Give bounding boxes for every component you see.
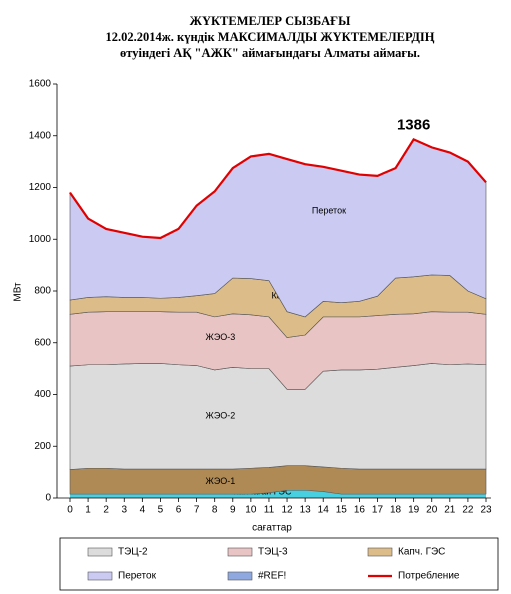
- area: [69, 465, 487, 495]
- y-tick-label: 1000: [29, 234, 52, 245]
- x-tick-label: 19: [408, 505, 420, 516]
- x-tick-label: 5: [158, 505, 164, 516]
- y-tick-label: 1600: [29, 79, 52, 90]
- chart-title: 12.02.2014ж. күндік МАКСИМАЛДЫ ЖҮКТЕМЕЛЕ…: [105, 30, 434, 44]
- x-tick-label: 1: [85, 505, 91, 516]
- x-tick-label: 8: [212, 505, 218, 516]
- x-tick-label: 16: [354, 505, 366, 516]
- x-tick-label: 17: [372, 505, 384, 516]
- x-tick-label: 23: [480, 505, 492, 516]
- x-tick-label: 12: [281, 505, 293, 516]
- area-label: ЖЭО-3: [206, 332, 236, 342]
- y-tick-label: 200: [34, 441, 51, 452]
- x-tick-label: 2: [103, 505, 109, 516]
- legend-label: ТЭЦ-3: [258, 547, 288, 558]
- y-tick-label: 600: [34, 337, 51, 348]
- legend-label: Капч. ГЭС: [398, 547, 445, 558]
- y-tick-label: 400: [34, 389, 51, 400]
- area-label: Переток: [312, 205, 346, 215]
- y-tick-label: 0: [45, 493, 51, 504]
- x-tick-label: 20: [426, 505, 438, 516]
- x-tick-label: 3: [121, 505, 127, 516]
- area-label: ЖЭО-1: [206, 476, 236, 486]
- x-tick-label: 7: [194, 505, 200, 516]
- x-tick-label: 22: [462, 505, 474, 516]
- legend-label: Потребление: [398, 570, 460, 582]
- chart-title: ЖҮКТЕМЕЛЕР СЫЗБАҒЫ: [190, 14, 351, 28]
- legend-swatch: [227, 571, 253, 581]
- area-label: ЖЭО-2: [206, 411, 236, 421]
- legend-swatch: [87, 571, 113, 581]
- x-tick-label: 0: [67, 505, 73, 516]
- x-tick-label: 14: [318, 505, 330, 516]
- x-tick-label: 9: [230, 505, 236, 516]
- legend-box: [59, 537, 499, 591]
- legend-label: #REF!: [258, 571, 286, 582]
- legend-label: ТЭЦ-2: [118, 547, 148, 558]
- legend-swatch: [367, 547, 393, 557]
- data-label: 1386: [397, 116, 430, 133]
- x-tick-label: 13: [300, 505, 312, 516]
- legend-swatch: [87, 547, 113, 557]
- x-tick-label: 10: [245, 505, 257, 516]
- area: [70, 490, 486, 498]
- x-tick-label: 21: [444, 505, 456, 516]
- line: [69, 137, 487, 240]
- x-tick-label: 15: [336, 505, 348, 516]
- y-tick-label: 1200: [29, 182, 52, 193]
- x-tick-label: 18: [390, 505, 402, 516]
- legend-label: Переток: [118, 571, 157, 582]
- chart-title: өтуіндегі АҚ "АЖК" аймағындағы Алматы ай…: [120, 46, 420, 60]
- x-axis-label: сағаттар: [252, 523, 292, 534]
- legend-swatch: [227, 547, 253, 557]
- x-tick-label: 6: [176, 505, 182, 516]
- y-tick-label: 1400: [29, 130, 52, 141]
- x-tick-label: 11: [264, 505, 275, 516]
- y-axis-label: МВт: [13, 282, 24, 302]
- x-tick-label: 4: [140, 505, 146, 516]
- y-tick-label: 800: [34, 286, 51, 297]
